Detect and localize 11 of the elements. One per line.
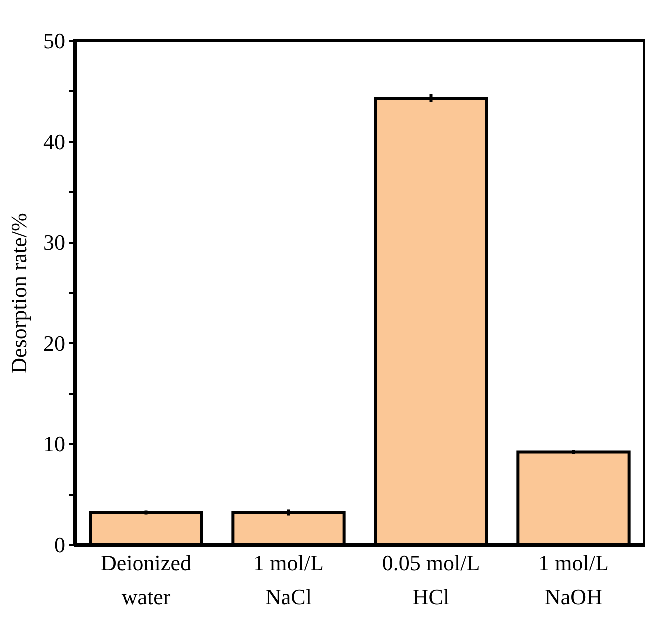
x-tick-label: 1 mol/L NaOH <box>538 550 609 610</box>
x-tick-label: 1 mol/L NaCl <box>254 550 324 610</box>
y-axis-title: Desorption rate/% <box>6 213 32 374</box>
y-tick-label: 40 <box>44 129 66 154</box>
y-tick-label: 50 <box>44 28 66 54</box>
y-tick-label: 10 <box>44 432 66 457</box>
y-tick-label: 30 <box>44 230 66 256</box>
y-tick-label: 20 <box>44 330 66 356</box>
y-tick-label: 0 <box>54 532 66 558</box>
x-tick-label: Deionized water <box>101 550 192 610</box>
x-tick-label: 0.05 mol/L HCl <box>382 550 480 610</box>
